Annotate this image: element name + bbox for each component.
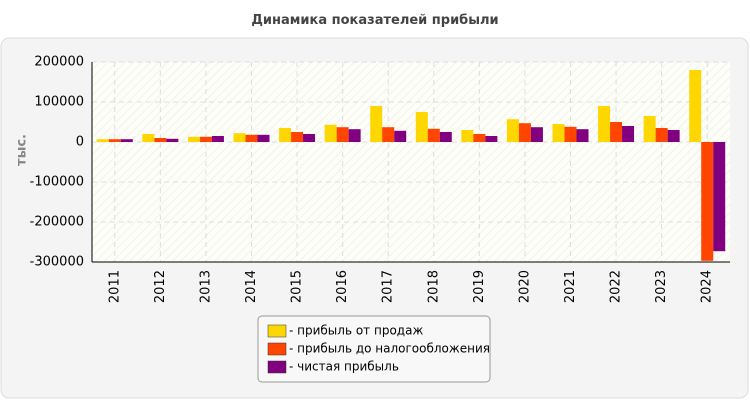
bar (199, 136, 212, 142)
bar (689, 70, 702, 142)
x-tick-label: 2012 (153, 270, 168, 303)
bar (96, 139, 109, 142)
bar (245, 134, 258, 142)
bar (394, 130, 407, 142)
bar (713, 142, 726, 252)
bar (622, 126, 635, 142)
bar (303, 134, 316, 142)
plot-area (92, 62, 730, 262)
y-tick-label: 100000 (34, 95, 84, 110)
bar (187, 136, 200, 142)
bar (461, 130, 474, 142)
x-tick-label: 2019 (472, 270, 487, 303)
y-axis-label: тыс. (15, 134, 30, 166)
bar (564, 126, 577, 142)
bar (473, 134, 486, 142)
bar (701, 142, 714, 261)
bar (142, 134, 155, 142)
bar (382, 127, 395, 142)
x-tick-label: 2017 (381, 270, 396, 303)
bar (598, 106, 611, 142)
x-tick-label: 2020 (517, 270, 532, 303)
chart-title: Динамика показателей прибыли (251, 13, 498, 28)
legend-swatch (267, 342, 287, 356)
legend-box (257, 315, 491, 383)
bar (655, 128, 668, 142)
x-tick-label: 2015 (290, 270, 305, 303)
y-tick-label: -200000 (30, 215, 84, 230)
legend-swatch (267, 360, 287, 374)
x-tick-label: 2022 (609, 270, 624, 303)
x-tick-label: 2014 (244, 270, 259, 303)
bar (166, 138, 179, 142)
bar (211, 136, 224, 142)
bar (257, 134, 270, 142)
x-tick-label: 2024 (700, 270, 715, 303)
bar (336, 127, 349, 142)
bar (279, 128, 292, 142)
bar (291, 132, 304, 142)
bar (643, 116, 656, 142)
bar (506, 119, 519, 142)
bar (439, 132, 452, 142)
x-tick-label: 2011 (107, 270, 122, 303)
legend-swatch (267, 324, 287, 338)
x-tick-label: 2018 (426, 270, 441, 303)
bar (348, 129, 361, 142)
bar (120, 139, 133, 142)
bar (415, 112, 428, 142)
bar (324, 124, 337, 142)
y-tick-label: -100000 (30, 175, 84, 190)
x-tick-label: 2023 (654, 270, 669, 303)
bar (427, 128, 440, 142)
y-tick-label: 0 (76, 135, 84, 150)
y-tick-label: -300000 (30, 255, 84, 270)
legend-label: - чистая прибыль (289, 360, 399, 374)
y-tick-label: 200000 (34, 55, 84, 70)
bar (667, 130, 680, 142)
bar (552, 124, 565, 142)
bar (154, 138, 167, 142)
bar (576, 129, 589, 142)
bar (485, 136, 498, 142)
x-tick-label: 2016 (335, 270, 350, 303)
x-tick-label: 2013 (198, 270, 213, 303)
bar (610, 122, 623, 142)
bar (233, 133, 246, 142)
legend-label: - прибыль от продаж (289, 324, 423, 338)
bar (370, 106, 383, 142)
bar (108, 139, 121, 142)
legend-label: - прибыль до налогообложения (289, 342, 490, 356)
bar (518, 123, 531, 142)
x-tick-label: 2021 (563, 270, 578, 303)
bar (530, 127, 543, 142)
